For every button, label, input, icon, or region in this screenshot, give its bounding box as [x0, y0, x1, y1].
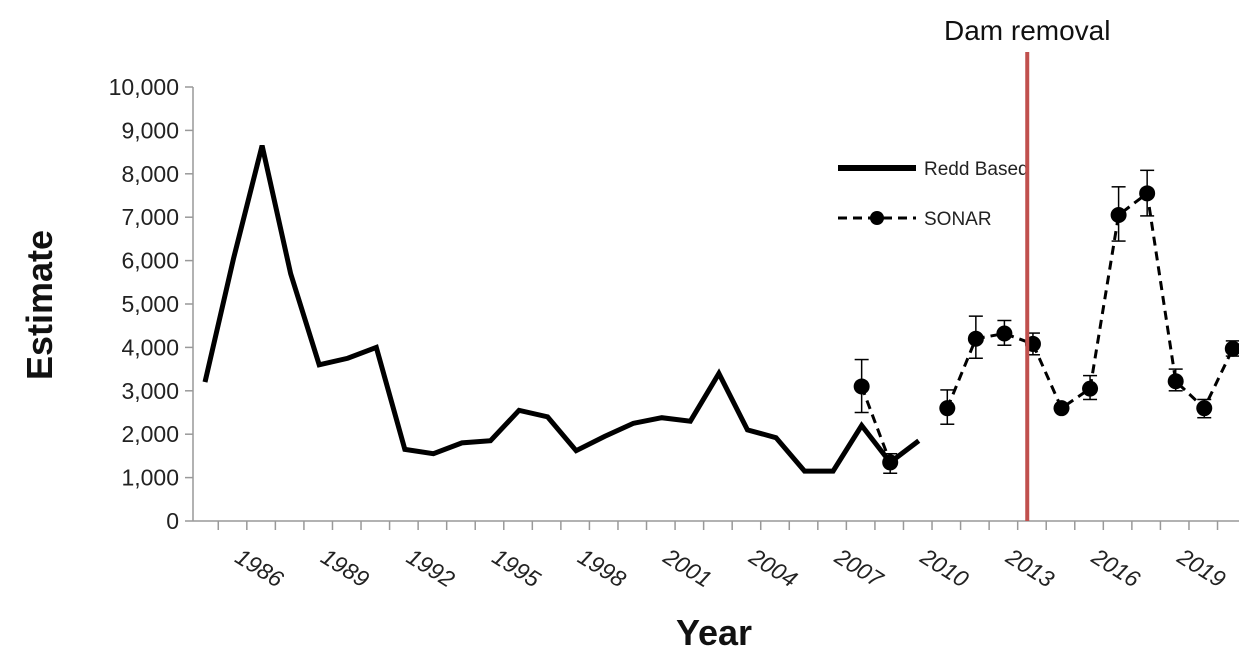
series-line-sonar: [945, 190, 1235, 411]
x-tick-label: 1986: [231, 543, 288, 592]
y-axis-title: Estimate: [19, 230, 60, 380]
x-tick-label: 1998: [574, 543, 631, 592]
sonar-point: [1139, 185, 1156, 202]
x-tick-label: 2001: [658, 543, 716, 593]
legend-marker-sonar: [870, 211, 884, 225]
sonar-point: [1196, 400, 1213, 417]
x-tick-label: 2016: [1087, 543, 1145, 593]
x-tick-label: 2019: [1172, 543, 1230, 593]
y-tick-label: 4,000: [121, 334, 179, 360]
y-tick-label: 7,000: [121, 204, 179, 230]
y-tick-label: 9,000: [121, 117, 179, 143]
x-tick-label: 2004: [744, 543, 802, 593]
x-axis-title: Year: [676, 612, 752, 651]
y-tick-label: 6,000: [121, 248, 179, 274]
legend-label-redd-based: Redd Based: [924, 159, 1029, 180]
series-layer: [202, 144, 1239, 475]
sonar-point: [853, 378, 870, 395]
sonar-point: [1053, 400, 1070, 417]
y-tick-label: 5,000: [121, 291, 179, 317]
sonar-point: [1167, 373, 1184, 390]
y-tick-label: 0: [166, 508, 179, 534]
sonar-point: [996, 325, 1013, 342]
sonar-point: [939, 400, 956, 417]
series-line-sonar: [860, 385, 892, 463]
annotation-layer: Dam removal: [944, 15, 1110, 521]
x-axis-ticks: 1986 1989 1992 1995 1998 2001 2004 2007 2010 2013…: [217, 521, 1230, 593]
x-tick-label: 1992: [402, 543, 459, 592]
x-tick-label: 2007: [830, 543, 889, 593]
sonar-point: [1110, 207, 1127, 224]
sonar-point: [967, 330, 984, 347]
sonar-point: [882, 454, 899, 471]
y-tick-label: 3,000: [121, 378, 179, 404]
legend-label-sonar: SONAR: [924, 209, 992, 230]
sonar-point: [1082, 380, 1099, 397]
dam-removal-label: Dam removal: [944, 15, 1110, 46]
y-tick-label: 10,000: [109, 74, 179, 100]
x-tick-label: 2013: [1001, 543, 1059, 593]
legend: Redd Based SONAR: [838, 159, 1029, 230]
sonar-point: [1224, 340, 1239, 357]
x-tick-label: 1995: [488, 543, 545, 592]
y-tick-label: 2,000: [121, 421, 179, 447]
y-tick-label: 8,000: [121, 161, 179, 187]
series-line-redd-based: [202, 144, 921, 474]
x-tick-label: 1989: [317, 543, 374, 592]
y-axis-ticks: 0 1,000 2,000 3,000 4,000 5,000 6,000 7,000 8,00…: [109, 74, 193, 534]
x-tick-label: 2010: [915, 543, 973, 593]
y-tick-label: 1,000: [121, 465, 179, 491]
